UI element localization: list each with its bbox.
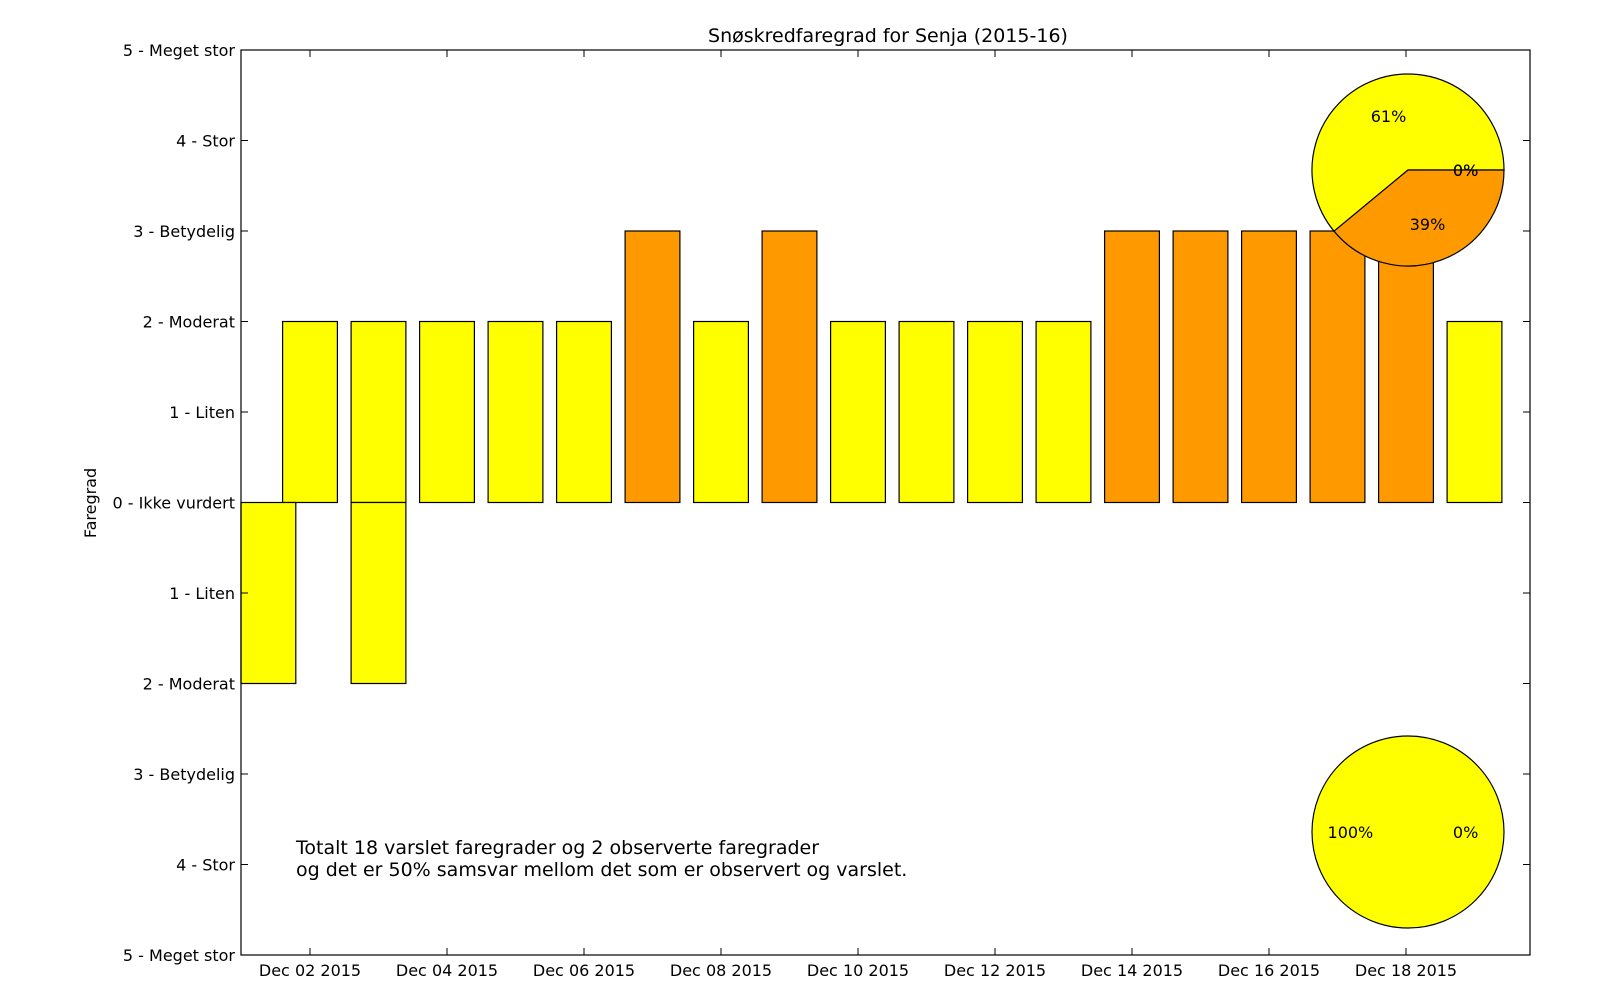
bars-layer [240, 230, 1503, 685]
pie_forecast-slice [1333, 169, 1505, 267]
forecast-bar [1446, 320, 1503, 504]
pie_observed-slice-label: 100% [1328, 823, 1374, 842]
observed-bar [240, 501, 297, 685]
x-tick-label: Dec 16 2015 [1218, 961, 1320, 980]
y-tick-label: 4 - Stor [176, 132, 235, 151]
y-tick-label: 3 - Betydelig [133, 765, 235, 784]
x-tick-label: Dec 02 2015 [259, 961, 361, 980]
forecast-bar [692, 320, 749, 504]
summary-line-2: og det er 50% samsvar mellom det som er … [296, 859, 907, 881]
pie_forecast-slice-label: 0% [1453, 161, 1478, 180]
pie_observed-slice [1311, 735, 1505, 929]
x-tick-label: Dec 10 2015 [807, 961, 909, 980]
pies-layer: 61%39%0%0%100% 0% [1311, 73, 1505, 929]
y-axis-label: Faregrad [81, 468, 100, 538]
forecast-bar [282, 320, 339, 504]
x-tick-label: Dec 08 2015 [670, 961, 772, 980]
pie_forecast-slice-label: 39% [1410, 215, 1446, 234]
pie_forecast-slice-label: 0% [1453, 161, 1478, 180]
x-tick-label: Dec 12 2015 [944, 961, 1046, 980]
pie_forecast-slice [1311, 73, 1505, 233]
y-tick-label: 5 - Meget stor [123, 946, 236, 965]
forecast-bar [1035, 320, 1092, 504]
ticks-layer: 5 - Meget stor 4 - Stor 3 - Betydelig 2 - M… [113, 41, 1530, 980]
forecast-bar [1309, 230, 1366, 504]
forecast-bar [829, 320, 886, 504]
chart-title: Snøskredfaregrad for Senja (2015-16) [708, 25, 1068, 47]
forecast-bar [1240, 230, 1297, 504]
forecast-bar [624, 230, 681, 504]
forecast-bar [1377, 230, 1434, 504]
summary-line-1: Totalt 18 varslet faregrader og 2 observ… [295, 837, 819, 859]
forecast-bar [1103, 230, 1160, 504]
forecast-bar [966, 320, 1023, 504]
forecast-bar [555, 320, 612, 504]
forecast-bar [350, 320, 407, 504]
x-tick-label: Dec 18 2015 [1355, 961, 1457, 980]
plot-frame [240, 49, 1531, 956]
forecast-bar [1172, 230, 1229, 504]
pie_forecast-slice-label: 61% [1371, 107, 1407, 126]
y-tick-label: 1 - Liten [169, 584, 235, 603]
y-tick-label: 1 - Liten [169, 403, 235, 422]
pie_observed-slice-label: 0% [1453, 823, 1478, 842]
forecast-bar [898, 320, 955, 504]
y-tick-label: 3 - Betydelig [133, 222, 235, 241]
y-tick-label: 0 - Ikke vurdert [113, 494, 236, 513]
x-tick-label: Dec 04 2015 [396, 961, 498, 980]
forecast-bar [419, 320, 476, 504]
y-tick-label: 2 - Moderat [143, 313, 235, 332]
x-tick-label: Dec 14 2015 [1081, 961, 1183, 980]
y-tick-label: 5 - Meget stor [123, 41, 236, 60]
observed-bar [350, 501, 407, 685]
y-tick-label: 4 - Stor [176, 856, 235, 875]
x-tick-label: Dec 06 2015 [533, 961, 635, 980]
forecast-bar [487, 320, 544, 504]
y-tick-label: 2 - Moderat [143, 675, 235, 694]
forecast-bar [761, 230, 818, 504]
